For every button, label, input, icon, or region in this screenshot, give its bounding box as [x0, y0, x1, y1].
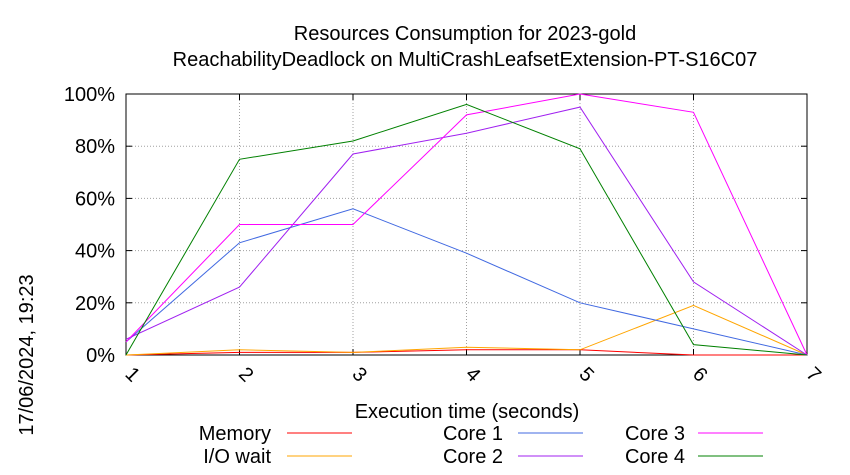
- y-tick-label: 0%: [86, 345, 115, 367]
- legend-label-core-2: Core 2: [443, 446, 503, 468]
- tick-labels: 0% 20% 40% 60% 80% 100% 1 2 3 4 5 6 7: [64, 84, 825, 386]
- series-line-core-4: [125, 103, 808, 356]
- y-tick-label: 100%: [64, 84, 115, 106]
- y-tick-label: 20%: [75, 293, 115, 315]
- chart-title-line-2: ReachabilityDeadlock on MultiCrashLeafse…: [173, 49, 758, 71]
- series-line-core-1: [125, 208, 808, 356]
- x-tick-label: 7: [802, 363, 825, 386]
- x-tick-label: 3: [348, 363, 371, 386]
- series-line-memory: [125, 349, 807, 356]
- x-tick-label: 1: [121, 363, 144, 386]
- chart-title: Resources Consumption for 2023-gold Reac…: [173, 23, 758, 71]
- series-lines: [125, 93, 808, 356]
- chart-title-line-1: Resources Consumption for 2023-gold: [294, 23, 636, 45]
- y-tick-label: 40%: [75, 241, 115, 263]
- legend-label-core-3: Core 3: [625, 423, 685, 445]
- series-line-i-o-wait: [125, 304, 808, 356]
- plot-border: [125, 93, 808, 356]
- x-tick-label: 4: [461, 363, 484, 386]
- timestamp-label: 17/06/2024, 19:23: [16, 274, 38, 435]
- y-tick-label: 80%: [75, 136, 115, 158]
- x-tick-label: 6: [688, 363, 711, 386]
- x-tick-label: 2: [234, 363, 257, 386]
- x-tick-label: 5: [575, 363, 598, 386]
- y-tick-label: 60%: [75, 188, 115, 210]
- legend-label-core-1: Core 1: [443, 423, 503, 445]
- legend-label-i-o-wait: I/O wait: [203, 446, 271, 468]
- axes: [125, 93, 808, 356]
- series-line-core-3: [125, 93, 808, 356]
- grid: [126, 94, 807, 355]
- legend-label-core-4: Core 4: [625, 446, 685, 468]
- series-line-core-2: [125, 106, 808, 356]
- x-axis-label: Execution time (seconds): [355, 401, 580, 423]
- legend-label-memory: Memory: [199, 423, 271, 445]
